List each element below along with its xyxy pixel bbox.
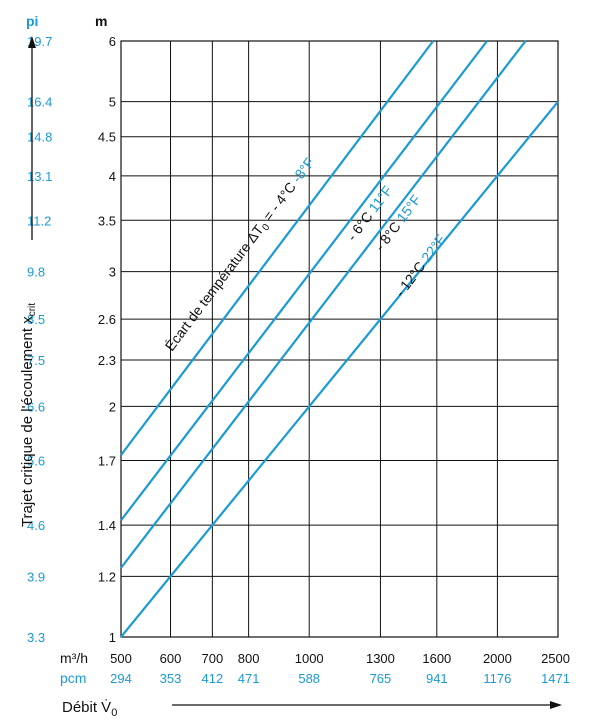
y-unit-primary: m (95, 13, 107, 29)
grid (120, 40, 559, 638)
y-tick-label-secondary: 13.1 (27, 169, 52, 184)
x-tick-labels: 500 294 600 353 700 412 800 471 1000 588 1300 765 16… (110, 651, 570, 686)
x-unit-primary: m³/h (60, 650, 88, 666)
y-tick-label-primary: 1.7 (98, 453, 116, 468)
x-tick-label-secondary: 1176 (483, 671, 511, 686)
y-tick-label-secondary: 3.3 (27, 630, 45, 645)
y-unit-secondary: pi (26, 13, 38, 29)
series-line (120, 100, 559, 638)
x-tick-label-secondary: 765 (370, 671, 392, 686)
x-tick-label-primary: 600 (160, 651, 182, 666)
y-tick-label-primary: 2 (109, 399, 116, 414)
x-tick-label-primary: 2500 (541, 651, 570, 666)
x-tick-label-primary: 700 (202, 651, 224, 666)
y-tick-label-secondary: 14.8 (27, 130, 52, 145)
x-tick-label-primary: 500 (110, 651, 132, 666)
plot-frame (120, 40, 559, 638)
y-tick-label-secondary: 4.6 (27, 518, 45, 533)
series-label: - 12°C 22°F (392, 232, 449, 300)
y-tick-label-primary: 2.6 (98, 312, 116, 327)
y-tick-label-primary: 5 (109, 95, 116, 110)
x-tick-label-primary: 1600 (422, 651, 451, 666)
y-tick-label-primary: 4 (109, 169, 116, 184)
x-tick-label-secondary: 353 (160, 671, 182, 686)
y-axis-label: Trajet critique de l'écoulement x (19, 316, 36, 527)
x-axis-title: Débit V̇0 (62, 699, 117, 719)
series-label: Écart de température ΔT0 = - 4°C -8°F (162, 155, 320, 356)
y-tick-label-primary: 3.5 (98, 213, 116, 228)
x-tick-label-primary: 800 (238, 651, 260, 666)
y-axis-label-sub: crit (27, 303, 38, 317)
x-tick-label-secondary: 588 (298, 671, 320, 686)
y-tick-label-primary: 1 (109, 630, 116, 645)
y-axis-arrow-head (28, 36, 36, 48)
series-line (120, 40, 435, 456)
x-tick-label-secondary: 471 (238, 671, 260, 686)
y-tick-label-secondary: 3.9 (27, 569, 45, 584)
y-tick-label-primary: 1.4 (98, 518, 116, 533)
y-tick-label-secondary: 6.6 (27, 399, 45, 414)
x-tick-label-primary: 1300 (366, 651, 395, 666)
y-tick-label-secondary: 5.6 (27, 453, 45, 468)
y-tick-label-primary: 3 (109, 265, 116, 280)
series-lines (120, 40, 559, 638)
series-labels: Écart de température ΔT0 = - 4°C -8°F- 6… (162, 155, 449, 356)
x-tick-label-primary: 1000 (295, 651, 324, 666)
x-axis-arrow-head (550, 701, 562, 709)
x-tick-label-secondary: 941 (426, 671, 448, 686)
x-tick-label-secondary: 1471 (541, 671, 570, 686)
y-tick-label-secondary: 7.5 (27, 353, 45, 368)
y-tick-label-secondary: 16.4 (27, 95, 52, 110)
x-unit-secondary: pcm (60, 670, 86, 686)
y-tick-label-secondary: 9.8 (27, 265, 45, 280)
y-tick-label-primary: 6 (109, 34, 116, 49)
y-axis-title: Trajet critique de l'écoulement xcrit (19, 303, 38, 527)
y-tick-labels: 1 3.3 1.2 3.9 1.4 4.6 1.7 5.6 2 6.6 2.3 7.5 2.6 8.5 3 9… (27, 34, 116, 645)
x-tick-label-primary: 2000 (483, 651, 512, 666)
y-tick-label-primary: 2.3 (98, 353, 116, 368)
svg-text:Trajet critique de l'écoulemen: Trajet critique de l'écoulement xcrit (19, 303, 38, 527)
x-axis-label: Débit V̇ (62, 699, 111, 716)
y-tick-label-secondary: 11.2 (27, 213, 51, 228)
x-tick-label-secondary: 294 (110, 671, 132, 686)
x-tick-label-secondary: 412 (202, 671, 224, 686)
y-tick-label-primary: 4.5 (98, 130, 116, 145)
y-tick-label-secondary: 8.5 (27, 312, 45, 327)
series-line (120, 40, 527, 569)
x-axis-label-sub: 0 (111, 707, 117, 719)
y-tick-label-primary: 1.2 (98, 569, 116, 584)
series-line (120, 40, 488, 522)
